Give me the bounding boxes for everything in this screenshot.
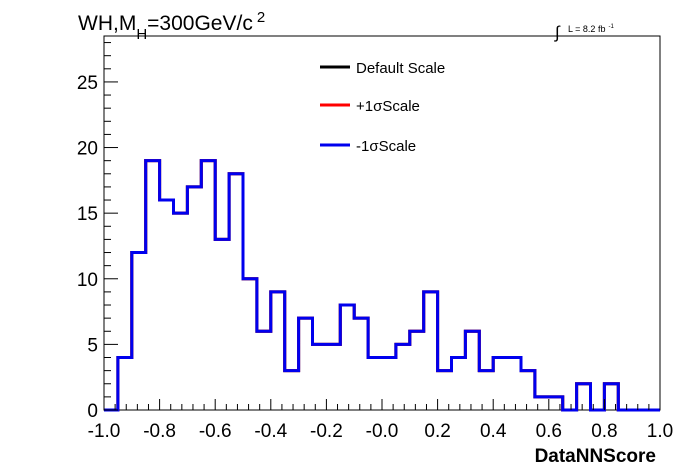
y-tick-label: 5 [87,335,98,356]
legend: Default Scale +1σScale -1σScale [320,60,445,155]
x-tick-label: 1.0 [647,421,673,442]
lumi-label: L = 8.2 fb -1 [568,24,614,34]
y-tick-label: 0 [87,401,98,422]
y-tick-label: 25 [77,73,98,94]
title-main: WH,M [78,12,136,35]
x-tick-label: -1.0 [88,421,121,442]
title-superscript: 2 [257,9,265,26]
axis-layer: -1.0 -0.8 -0.6 -0.4 -0.2 -0.0 0.2 0.4 0.6 0.8 1.0 0… [77,42,673,442]
x-axis-label: DataNNScore [535,446,656,467]
x-tick-label: -0.8 [143,421,176,442]
x-tick-label: 0.8 [591,421,617,442]
legend-label-plus: +1σScale [356,98,420,115]
lumi-superscript: -1 [608,24,614,30]
title-subscript: H [136,26,147,43]
series-line-2 [104,159,660,412]
y-tick-label: 15 [77,204,98,225]
y-tick-label: 20 [77,139,98,160]
title-suffix: =300GeV/c [147,12,253,35]
legend-label-minus: -1σScale [356,138,416,155]
x-tick-label: 0.4 [480,421,507,442]
x-tick-label: -0.2 [310,421,343,442]
series-layer [104,159,660,412]
legend-label-default: Default Scale [356,60,445,77]
x-tick-label: -0.4 [254,421,287,442]
y-tick-label: 10 [77,270,98,291]
lumi-text: L = 8.2 fb [568,24,605,34]
x-tick-label: 0.2 [424,421,450,442]
chart-title: WH,MH=300GeV/c 2 [78,9,265,43]
x-tick-label: 0.6 [536,421,562,442]
x-tick-label: -0.6 [199,421,232,442]
lumi-integral: ∫ [554,23,561,42]
plot-frame [103,35,661,411]
x-tick-label: -0.0 [366,421,399,442]
